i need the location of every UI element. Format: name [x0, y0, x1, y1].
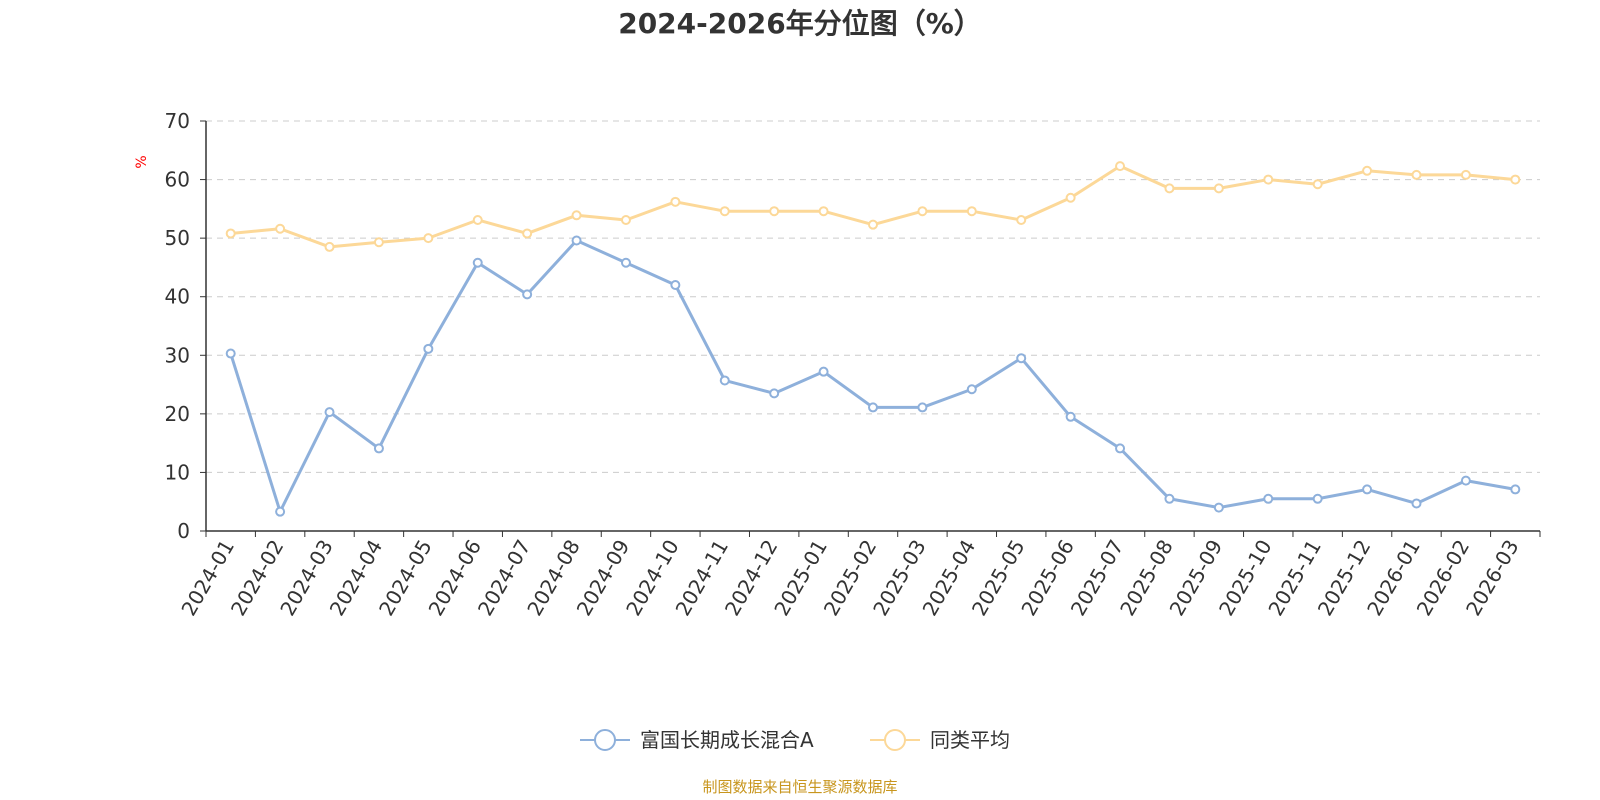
data-point-0-2024-01[interactable] — [225, 348, 236, 359]
data-point-1-2024-05[interactable] — [423, 233, 434, 244]
data-point-0-2025-06[interactable] — [1065, 411, 1076, 422]
data-point-0-2025-04[interactable] — [966, 384, 977, 395]
data-point-0-2025-05[interactable] — [1016, 353, 1027, 364]
data-point-1-2026-03[interactable] — [1510, 174, 1521, 185]
y-axis-label: % — [134, 155, 150, 168]
x-axis-ticks: 2024-012024-022024-032024-042024-052024-… — [176, 531, 1541, 620]
y-tick-label-10: 10 — [165, 460, 190, 484]
y-tick-label-30: 30 — [165, 343, 190, 367]
y-tick-label-50: 50 — [165, 226, 190, 250]
y-tick-label-40: 40 — [165, 285, 190, 309]
data-point-0-2025-10[interactable] — [1263, 493, 1274, 504]
data-point-1-2024-09[interactable] — [620, 214, 631, 225]
data-point-0-2024-12[interactable] — [769, 388, 780, 399]
data-point-1-2025-10[interactable] — [1263, 174, 1274, 185]
data-point-0-2025-12[interactable] — [1362, 484, 1373, 495]
data-source-note: 制图数据来自恒生聚源数据库 — [702, 778, 897, 796]
y-tick-label-70: 70 — [165, 109, 190, 133]
chart-title: 2024-2026年分位图（%） — [618, 7, 982, 40]
data-point-1-2025-05[interactable] — [1016, 214, 1027, 225]
data-point-0-2025-09[interactable] — [1213, 502, 1224, 513]
axes — [205, 121, 1540, 532]
legend-label-average: 同类平均 — [930, 728, 1010, 752]
data-point-0-2025-03[interactable] — [917, 402, 928, 413]
data-point-0-2024-06[interactable] — [472, 257, 483, 268]
data-point-0-2024-08[interactable] — [571, 235, 582, 246]
data-point-0-2024-07[interactable] — [522, 289, 533, 300]
data-point-1-2025-07[interactable] — [1115, 161, 1126, 172]
series-0 — [225, 235, 1521, 517]
data-point-1-2025-01[interactable] — [818, 206, 829, 217]
y-tick-label-0: 0 — [177, 519, 190, 543]
data-point-1-2024-08[interactable] — [571, 210, 582, 221]
data-point-1-2025-11[interactable] — [1312, 179, 1323, 190]
data-point-1-2024-10[interactable] — [670, 196, 681, 207]
series-line-1 — [230, 164, 1516, 249]
data-point-1-2024-11[interactable] — [719, 206, 730, 217]
legend-label-fund: 富国长期成长混合A — [640, 728, 814, 752]
data-point-1-2025-02[interactable] — [868, 219, 878, 230]
data-point-1-2025-03[interactable] — [917, 206, 928, 217]
data-point-1-2025-04[interactable] — [966, 206, 977, 217]
data-point-0-2025-02[interactable] — [868, 402, 878, 413]
y-axis-ticks: 0 10 20 30 40 50 60 70 — [165, 109, 206, 543]
series-layer — [225, 161, 1521, 517]
legend-item-average[interactable]: 同类平均 — [870, 728, 1010, 752]
data-point-0-2024-05[interactable] — [423, 343, 434, 354]
data-point-0-2024-03[interactable] — [324, 407, 335, 418]
data-point-0-2024-02[interactable] — [275, 506, 286, 517]
data-point-1-2024-04[interactable] — [373, 237, 384, 248]
data-point-1-2025-06[interactable] — [1065, 192, 1076, 203]
data-point-1-2024-06[interactable] — [472, 214, 483, 225]
legend: 富国长期成长混合A 同类平均 — [580, 728, 1010, 752]
series-line-0 — [229, 238, 1516, 514]
y-tick-label-60: 60 — [165, 168, 190, 192]
data-point-1-2024-02[interactable] — [275, 223, 286, 234]
data-point-1-2026-01[interactable] — [1411, 169, 1422, 180]
data-point-1-2024-07[interactable] — [522, 228, 533, 239]
data-point-1-2024-12[interactable] — [769, 206, 780, 217]
data-point-0-2026-01[interactable] — [1411, 498, 1422, 509]
data-point-0-2024-11[interactable] — [719, 375, 730, 386]
data-point-0-2025-08[interactable] — [1164, 493, 1175, 504]
legend-item-fund[interactable]: 富国长期成长混合A — [580, 728, 814, 752]
y-tick-label-20: 20 — [165, 402, 190, 426]
data-point-1-2024-03[interactable] — [324, 241, 335, 252]
data-point-0-2026-03[interactable] — [1510, 484, 1521, 495]
data-point-0-2025-01[interactable] — [818, 366, 829, 377]
data-point-1-2025-12[interactable] — [1362, 165, 1373, 176]
data-point-1-2024-01[interactable] — [225, 228, 236, 239]
data-point-0-2024-09[interactable] — [620, 257, 631, 268]
data-point-0-2026-02[interactable] — [1460, 475, 1471, 486]
data-point-1-2025-08[interactable] — [1164, 183, 1175, 194]
grid-lines — [206, 120, 1540, 473]
series-1 — [225, 161, 1521, 252]
data-point-1-2026-02[interactable] — [1460, 169, 1471, 180]
data-point-0-2025-07[interactable] — [1115, 443, 1126, 454]
data-point-0-2024-10[interactable] — [670, 280, 681, 290]
data-point-0-2024-04[interactable] — [373, 443, 384, 454]
data-point-0-2025-11[interactable] — [1312, 493, 1323, 504]
data-point-1-2025-09[interactable] — [1213, 183, 1224, 194]
